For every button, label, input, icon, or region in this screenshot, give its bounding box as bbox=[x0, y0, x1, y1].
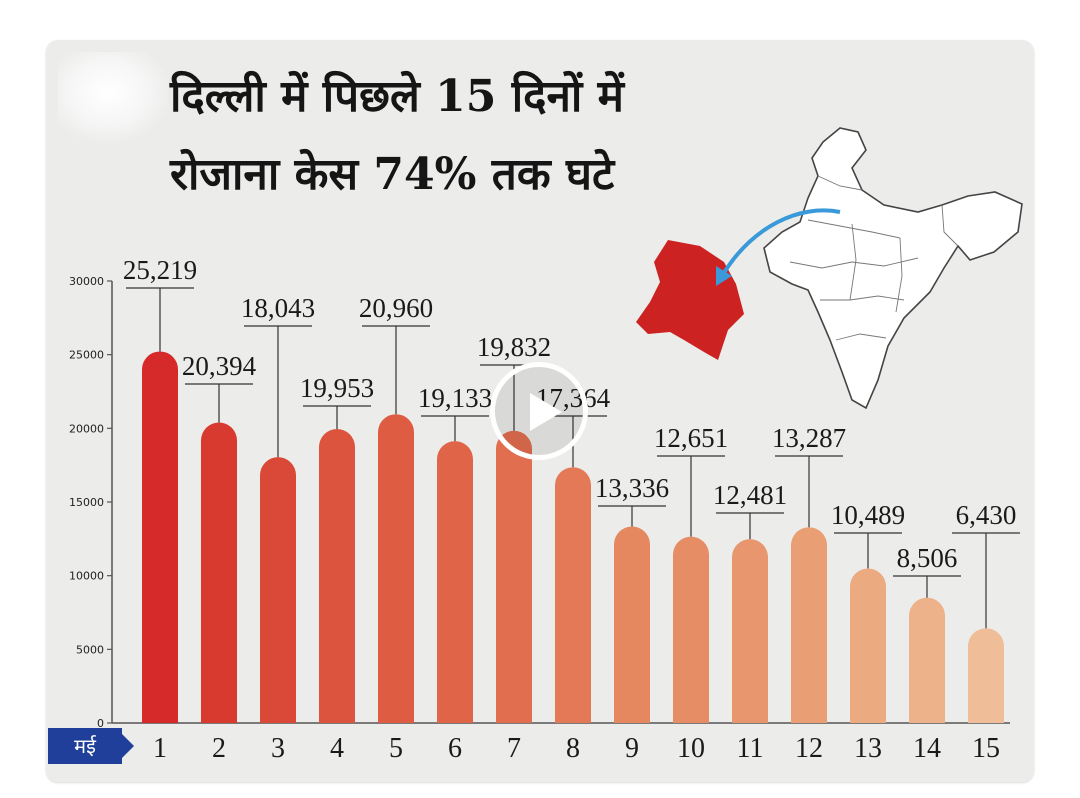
bar bbox=[791, 527, 827, 723]
data-label: 25,219 bbox=[123, 255, 197, 285]
x-tick-label: 5 bbox=[389, 733, 403, 764]
x-tick-label: 12 bbox=[795, 733, 823, 764]
x-tick-label: 6 bbox=[448, 733, 462, 764]
bar bbox=[319, 429, 355, 723]
map-arrowhead-icon bbox=[716, 266, 732, 286]
data-label: 20,960 bbox=[359, 293, 433, 323]
bar bbox=[673, 536, 709, 723]
y-tick-label: 20000 bbox=[69, 422, 104, 435]
india-state-borders bbox=[789, 175, 959, 341]
data-label: 18,043 bbox=[241, 293, 315, 323]
data-label: 19,953 bbox=[300, 373, 374, 403]
data-label: 19,832 bbox=[477, 332, 551, 362]
y-tick-label: 0 bbox=[97, 717, 104, 730]
data-label: 13,287 bbox=[772, 423, 846, 453]
bars-group: 25,219 1 20,394 2 18,043 3 19,953 4 20,960 5 19,13… bbox=[123, 255, 1020, 764]
india-map-icon bbox=[763, 127, 1023, 410]
x-tick-label: 15 bbox=[972, 733, 1000, 764]
month-tag: मई bbox=[48, 728, 134, 764]
x-tick-label: 10 bbox=[677, 733, 705, 764]
bar bbox=[555, 467, 591, 723]
bar bbox=[201, 422, 237, 723]
bar bbox=[850, 568, 886, 723]
title-line-2: रोजाना केस 74% तक घटे bbox=[170, 149, 615, 200]
y-tick-label: 10000 bbox=[69, 570, 104, 583]
bar bbox=[142, 351, 178, 723]
blurred-logo-icon bbox=[58, 52, 168, 142]
map-arrow-icon bbox=[720, 208, 841, 278]
x-tick-label: 13 bbox=[854, 733, 882, 764]
chart-title: दिल्ली में पिछले 15 दिनों में रोजाना केस… bbox=[170, 58, 790, 214]
data-label: 19,133 bbox=[418, 383, 492, 413]
y-tick-label: 5000 bbox=[76, 643, 104, 656]
play-button[interactable] bbox=[490, 362, 588, 460]
bar bbox=[496, 430, 532, 723]
y-tick-label: 30000 bbox=[69, 275, 104, 288]
bar bbox=[909, 597, 945, 723]
top-strip bbox=[0, 0, 1080, 38]
bar bbox=[732, 539, 768, 723]
data-label: 20,394 bbox=[182, 351, 257, 381]
title-line-1: दिल्ली में पिछले 15 दिनों में bbox=[170, 71, 624, 122]
data-label: 10,489 bbox=[831, 500, 905, 530]
delhi-map-icon bbox=[636, 240, 744, 360]
x-tick-label: 2 bbox=[212, 733, 226, 764]
data-label: 12,651 bbox=[654, 423, 728, 453]
data-label: 6,430 bbox=[956, 500, 1017, 530]
x-tick-label: 9 bbox=[625, 733, 639, 764]
y-tick-label: 15000 bbox=[69, 496, 104, 509]
data-label: 13,336 bbox=[595, 473, 669, 503]
bar bbox=[614, 526, 650, 723]
x-tick-label: 8 bbox=[566, 733, 580, 764]
bar bbox=[968, 628, 1004, 723]
data-label: 12,481 bbox=[713, 480, 787, 510]
bar bbox=[378, 414, 414, 723]
bar bbox=[260, 457, 296, 723]
x-tick-label: 4 bbox=[330, 733, 344, 764]
x-tick-label: 7 bbox=[507, 733, 521, 764]
x-tick-label: 1 bbox=[153, 733, 167, 764]
x-tick-label: 3 bbox=[271, 733, 285, 764]
bar bbox=[437, 441, 473, 723]
y-tick-label: 25000 bbox=[69, 349, 104, 362]
x-tick-label: 14 bbox=[913, 733, 941, 764]
x-tick-label: 11 bbox=[737, 733, 764, 764]
data-label: 8,506 bbox=[897, 543, 958, 573]
